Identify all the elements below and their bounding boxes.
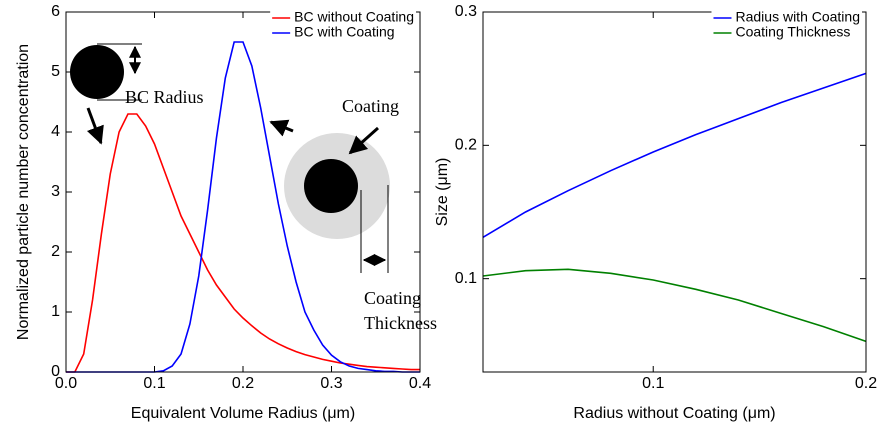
legend-label: Coating Thickness <box>735 24 850 40</box>
annotation: BC Radius <box>125 87 204 107</box>
y-tick-label: 6 <box>51 3 60 20</box>
annotation: Thickness <box>364 313 437 333</box>
y-axis-label: Normalized particle number concentration <box>15 44 32 340</box>
pointer-arrow <box>269 119 294 137</box>
x-axis-label: Equivalent Volume Radius (μm) <box>131 405 355 422</box>
diagram <box>70 43 390 273</box>
y-tick-label: 5 <box>51 63 60 80</box>
y-tick-label: 0.2 <box>455 137 477 154</box>
data-line <box>66 113 420 373</box>
legend-label: Radius with Coating <box>735 9 860 25</box>
annotation: Coating <box>364 288 421 308</box>
legend-label: BC without Coating <box>294 9 414 25</box>
x-tick-label: 0.1 <box>143 375 165 392</box>
x-tick-label: 0.4 <box>409 375 431 392</box>
annotation: Coating <box>342 96 399 116</box>
y-tick-label: 3 <box>51 183 60 200</box>
plot-frame <box>482 11 867 373</box>
y-tick-label: 0 <box>51 363 60 380</box>
x-axis-label: Radius without Coating (μm) <box>573 405 775 422</box>
y-tick-label: 0.3 <box>455 3 477 20</box>
x-tick-label: 0.2 <box>232 375 254 392</box>
data-line <box>482 268 867 343</box>
data-line <box>482 72 867 239</box>
subplot: 0.1 0.2 0.1 0.2 0.3 Radius without Coating (μ… <box>434 3 877 422</box>
pointer-arrow <box>86 107 104 145</box>
legend-background <box>711 10 862 42</box>
x-tick-label: 0.1 <box>642 375 664 392</box>
pointer-arrow <box>348 126 379 155</box>
y-tick-label: 2 <box>51 243 60 260</box>
bc-core <box>70 45 124 99</box>
x-tick-label: 0.3 <box>320 375 342 392</box>
y-tick-label: 4 <box>51 123 60 140</box>
x-tick-label: 0.2 <box>855 375 877 392</box>
bc-core <box>304 159 358 213</box>
y-axis-label: Size (μm) <box>434 158 451 227</box>
legend-background <box>270 10 416 42</box>
y-tick-label: 1 <box>51 303 60 320</box>
x-tick-label: 0.0 <box>55 375 77 392</box>
y-tick-label: 0.1 <box>455 270 477 287</box>
plot-area <box>483 12 866 372</box>
legend-label: BC with Coating <box>294 24 394 40</box>
